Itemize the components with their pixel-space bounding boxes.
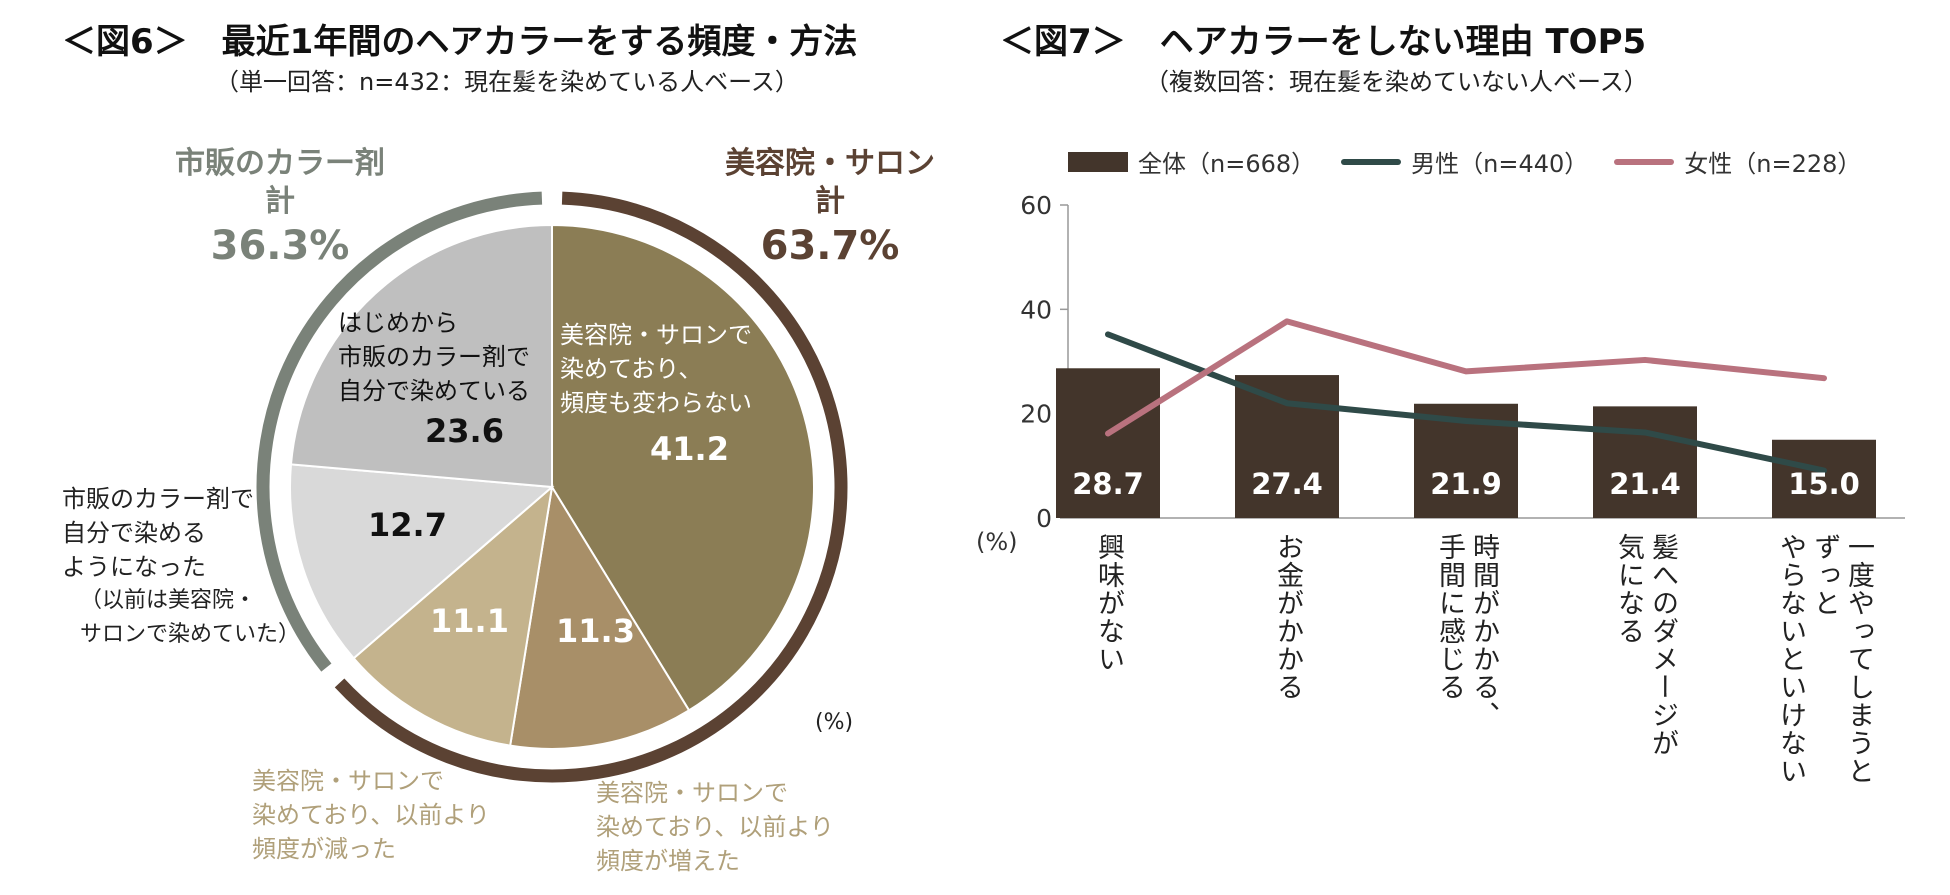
- pie-slice-retail-always: [289, 223, 553, 489]
- segment-label-line: 市販のカラー剤で: [62, 485, 254, 513]
- bar-value-label: 15.0: [1788, 467, 1860, 501]
- salon-total-label: 美容院・サロン 計 63.7%: [700, 145, 960, 271]
- fig7-subtitle: （複数回答：現在髪を染めていない人ベース）: [1145, 68, 1648, 96]
- bar-total: [1772, 439, 1876, 518]
- bar-total: [1593, 406, 1697, 518]
- segment-retail-always-label: はじめから 市販のカラー剤で 自分で染めている: [338, 306, 530, 408]
- line-female: [1105, 318, 1827, 437]
- x-category-label: 興味がない: [1091, 533, 1125, 673]
- x-category-label-line: 手間に感じる: [1434, 533, 1465, 701]
- salon-total-ring: [334, 191, 848, 783]
- segment-label-line: （以前は美容院・: [80, 588, 257, 613]
- legend-item-male: 男性（n=440）: [1341, 144, 1588, 179]
- fig6-pie-chart: [256, 191, 848, 783]
- segment-salon-same-label: 美容院・サロンで 染めており、 頻度も変わらない: [560, 318, 752, 420]
- segment-salon-same-value: 41.2: [650, 430, 729, 468]
- segment-label-line: ようになった: [62, 553, 206, 581]
- segment-label-line: サロンで染めていた）: [80, 622, 301, 647]
- fig7-legend: 全体（n=668） 男性（n=440） 女性（n=228）: [1068, 144, 1861, 179]
- x-category-label-line: お金がかかる: [1272, 533, 1303, 701]
- salon-total-line2: 計: [815, 184, 845, 219]
- x-category-label-line: 時間がかかる、: [1468, 533, 1499, 729]
- fig7-y-unit: (%): [976, 528, 1018, 556]
- segment-label-line: 美容院・サロンで: [252, 767, 444, 795]
- y-tick-label: 60: [1020, 191, 1052, 220]
- segment-label-line: 自分で染める: [62, 519, 206, 547]
- segment-label-line: はじめから: [338, 309, 458, 337]
- segment-label-line: 染めており、: [560, 355, 703, 383]
- pie-slice-salon-increased: [509, 484, 691, 750]
- segment-retail-switched-value: 12.7: [368, 506, 447, 544]
- segment-salon-decreased-label: 美容院・サロンで 染めており、以前より 頻度が減った: [252, 764, 490, 866]
- legend-item-female: 女性（n=228）: [1614, 144, 1861, 179]
- y-tick-label: 40: [1020, 295, 1052, 324]
- legend-swatch-line: [1614, 158, 1675, 165]
- legend-swatch-bar: [1068, 151, 1128, 172]
- pie-slice-retail-switched: [289, 463, 555, 660]
- retail-total-value: 36.3%: [210, 223, 350, 269]
- fig6-title: ＜図6＞ 最近1年間のヘアカラーをする頻度・方法: [62, 22, 858, 62]
- legend-swatch-line: [1341, 158, 1402, 165]
- legend-label: 全体（n=668）: [1138, 150, 1316, 178]
- x-category-label: お金がかかる: [1270, 533, 1304, 701]
- x-category-label-line: 一度やってしまうと: [1843, 533, 1874, 785]
- x-category-label-line: ずっと: [1809, 533, 1840, 617]
- bar-total: [1056, 368, 1160, 518]
- y-tick-label: 20: [1020, 400, 1052, 429]
- segment-salon-decreased-value: 11.1: [430, 602, 509, 640]
- segment-label-line: 美容院・サロンで: [560, 321, 752, 349]
- retail-total-ring: [256, 191, 543, 672]
- segment-label-line: 染めており、以前より: [252, 801, 490, 829]
- segment-label-line: 染めており、以前より: [596, 813, 834, 841]
- pie-slice-salon-same: [551, 223, 815, 712]
- x-category-label: 一度やってしまうと ずっと やらないといけない: [1773, 533, 1875, 785]
- x-category-label-line: 気になる: [1613, 533, 1644, 645]
- bar-total: [1235, 375, 1339, 518]
- fig6-subtitle: （単一回答：n=432：現在髪を染めている人ベース）: [215, 68, 799, 96]
- legend-item-total: 全体（n=668）: [1068, 144, 1315, 179]
- y-tick-label: 0: [1036, 504, 1052, 533]
- x-category-label-line: やらないといけない: [1775, 533, 1806, 785]
- segment-label-line: 頻度も変わらない: [560, 389, 752, 417]
- segment-label-line: 頻度が減った: [252, 835, 396, 863]
- legend-label: 女性（n=228）: [1684, 150, 1862, 178]
- x-category-label: 髪へのダメージが 気になる: [1611, 533, 1679, 757]
- fig7-bar-line-chart: 0 20 40 60 28.7 27.4 21.9 21.4 15.0: [1020, 191, 1905, 533]
- salon-total-line1: 美容院・サロン: [725, 146, 935, 181]
- bar-value-label: 28.7: [1072, 467, 1144, 501]
- bar-value-label: 21.4: [1609, 467, 1681, 501]
- bar-value-label: 21.9: [1430, 467, 1502, 501]
- segment-label-line: 自分で染めている: [338, 377, 530, 405]
- pie-slice-salon-decreased: [352, 484, 554, 747]
- retail-total-line1: 市販のカラー剤: [175, 146, 385, 181]
- segment-label-line: 頻度が増えた: [596, 847, 740, 875]
- x-category-label-line: 興味がない: [1093, 533, 1124, 673]
- segment-label-line: 市販のカラー剤で: [338, 343, 530, 371]
- segment-label-line: 美容院・サロンで: [596, 779, 788, 807]
- x-category-label: 時間がかかる、 手間に感じる: [1432, 533, 1500, 729]
- bar-value-label: 27.4: [1251, 467, 1323, 501]
- fig7-title: ＜図7＞ ヘアカラーをしない理由 TOP5: [1000, 22, 1647, 62]
- x-category-label-line: 髪へのダメージが: [1647, 533, 1678, 757]
- line-male: [1105, 331, 1827, 474]
- segment-retail-always-value: 23.6: [425, 412, 504, 450]
- retail-total-line2: 計: [265, 184, 295, 219]
- segment-salon-increased-label: 美容院・サロンで 染めており、以前より 頻度が増えた: [596, 776, 834, 878]
- legend-label: 男性（n=440）: [1411, 150, 1589, 178]
- segment-salon-increased-value: 11.3: [556, 612, 635, 650]
- segment-retail-switched-label: 市販のカラー剤で 自分で染める ようになった （以前は美容院・ サロンで染めてい…: [62, 482, 300, 652]
- fig6-unit: (%): [815, 710, 854, 735]
- salon-total-value: 63.7%: [760, 223, 900, 269]
- retail-total-label: 市販のカラー剤 計 36.3%: [150, 145, 410, 271]
